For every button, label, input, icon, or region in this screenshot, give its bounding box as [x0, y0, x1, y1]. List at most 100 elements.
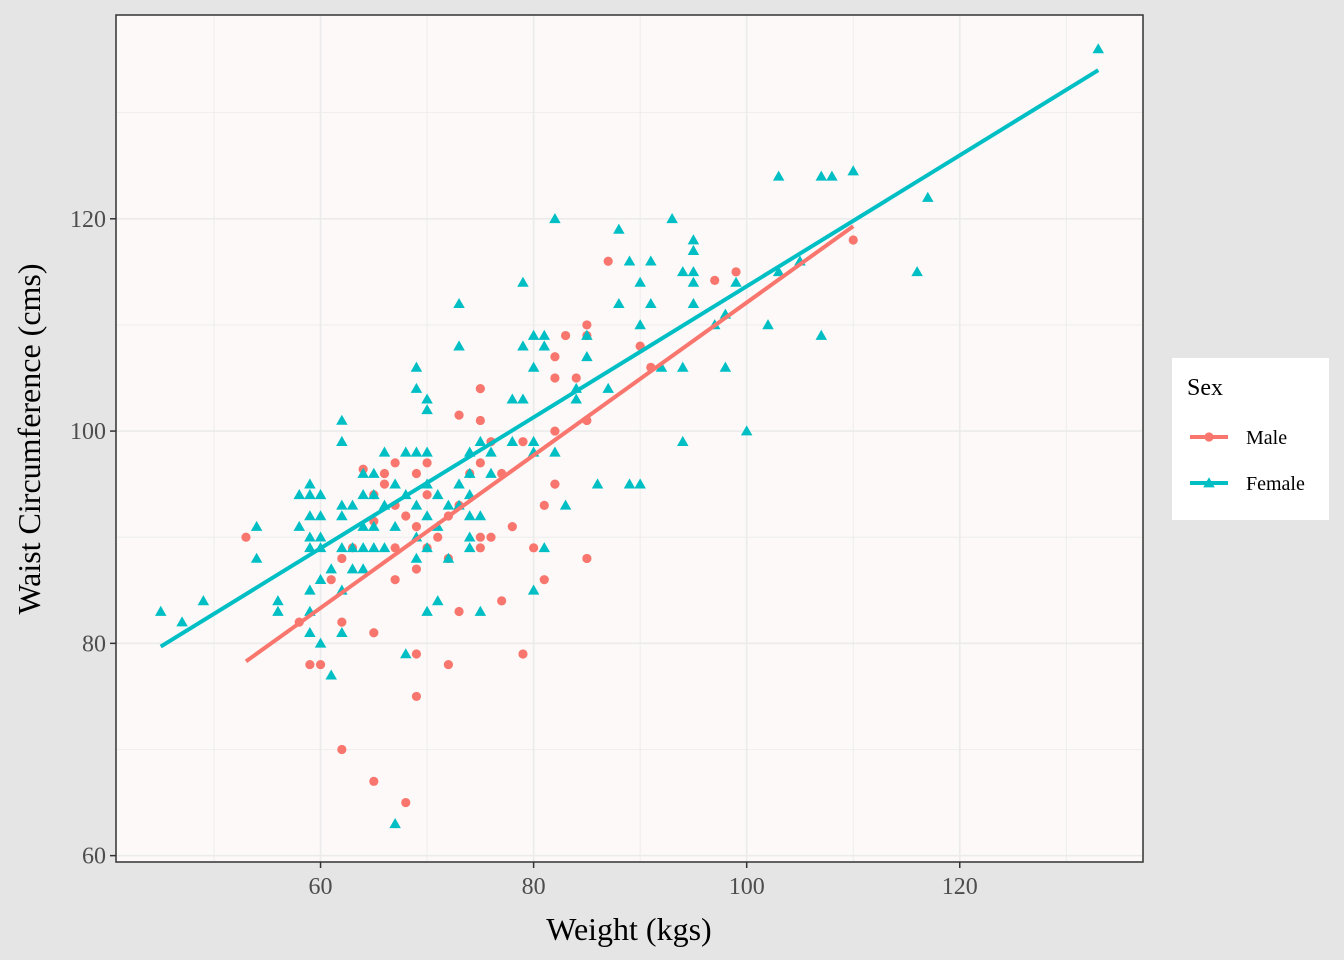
data-point-male — [337, 744, 347, 755]
data-point-female — [815, 170, 828, 181]
data-point-female — [431, 595, 444, 606]
data-point-male — [571, 373, 581, 383]
data-point-female — [549, 446, 561, 457]
data-point-female — [453, 340, 465, 351]
data-point-male — [379, 479, 390, 489]
data-point-female — [304, 510, 316, 521]
data-point-female — [410, 446, 423, 457]
data-point-female — [400, 648, 412, 659]
data-point-male — [550, 479, 560, 489]
data-point-female — [677, 266, 689, 277]
legend: Sex Male Female — [1172, 358, 1329, 520]
data-point-male — [411, 691, 422, 702]
data-point-female — [772, 170, 785, 181]
data-point-female — [357, 467, 369, 478]
y-tick-label: 120 — [70, 207, 106, 233]
data-point-female — [815, 329, 828, 340]
data-point-female — [719, 361, 732, 372]
data-point-female — [421, 605, 433, 616]
data-point-female — [634, 478, 646, 489]
x-axis-ticks: 60 80 100 120 — [309, 862, 978, 900]
data-point-male — [582, 553, 592, 564]
data-point-female — [1092, 43, 1105, 54]
data-point-female — [687, 266, 700, 277]
y-tick-label: 100 — [70, 419, 106, 445]
data-point-female — [463, 542, 476, 553]
data-point-female — [421, 446, 433, 457]
data-point-female — [304, 626, 316, 638]
data-point-male — [582, 320, 592, 330]
y-tick-label: 60 — [82, 844, 106, 870]
plot-panel — [116, 15, 1143, 862]
data-point-female — [421, 542, 433, 553]
data-point-female — [368, 467, 380, 478]
minor-gridlines — [116, 15, 1143, 862]
legend-key-marker-male — [1204, 432, 1214, 442]
data-point-male — [603, 256, 613, 266]
data-point-female — [911, 266, 923, 277]
data-point-male — [518, 437, 528, 447]
data-point-female — [922, 191, 934, 202]
data-point-male — [305, 659, 315, 670]
data-point-female — [336, 435, 348, 446]
data-point-male — [390, 575, 400, 585]
x-tick-label: 80 — [522, 874, 546, 900]
data-point-female — [677, 361, 689, 372]
data-point-female — [421, 393, 433, 404]
data-point-female — [677, 435, 689, 446]
data-point-female — [687, 234, 700, 245]
data-point-female — [368, 489, 380, 500]
data-point-female — [762, 319, 774, 330]
data-point-female — [389, 520, 401, 531]
data-point-female — [442, 552, 455, 563]
fit-line-female — [159, 68, 1100, 649]
data-point-male — [731, 267, 741, 277]
data-point-female — [410, 552, 423, 563]
data-point-female — [250, 552, 263, 563]
data-point-female — [357, 520, 369, 531]
data-point-female — [336, 510, 348, 521]
data-point-female — [325, 563, 337, 574]
data-point-female — [506, 435, 519, 446]
data-point-female — [314, 531, 327, 542]
data-point-male — [475, 384, 485, 394]
data-point-female — [453, 297, 465, 309]
data-point-female — [176, 616, 188, 627]
data-point-female — [581, 329, 593, 340]
data-point-male — [390, 543, 400, 553]
data-point-female — [368, 542, 380, 553]
data-point-male — [475, 543, 485, 553]
legend-key-marker-female — [1203, 477, 1215, 488]
data-point-female — [304, 584, 316, 595]
data-point-female — [527, 584, 540, 595]
data-point-male — [486, 532, 496, 542]
data-point-female — [463, 531, 476, 542]
data-point-male — [411, 468, 422, 479]
data-point-female — [410, 499, 423, 510]
data-point-female — [314, 573, 327, 584]
data-point-female — [527, 329, 540, 340]
data-point-female — [197, 595, 210, 606]
data-point-female — [357, 489, 369, 500]
legend-keys — [1190, 432, 1228, 488]
data-point-male — [241, 532, 251, 542]
data-point-male — [475, 458, 485, 468]
data-point-female — [602, 382, 614, 393]
data-point-female — [314, 510, 327, 521]
data-point-female — [346, 563, 359, 574]
data-point-male — [518, 649, 528, 659]
data-point-female — [431, 489, 444, 500]
data-point-female — [378, 542, 391, 553]
data-point-female — [559, 499, 572, 510]
data-point-male — [422, 458, 432, 468]
data-point-female — [581, 351, 593, 362]
data-point-female — [474, 605, 487, 616]
data-point-female — [314, 489, 327, 500]
data-point-female — [336, 499, 348, 510]
data-point-male — [550, 426, 560, 436]
data-point-female — [304, 489, 316, 500]
data-point-male — [550, 352, 560, 362]
x-tick-label: 100 — [729, 874, 765, 900]
data-point-female — [336, 626, 348, 638]
data-point-female — [421, 404, 433, 415]
